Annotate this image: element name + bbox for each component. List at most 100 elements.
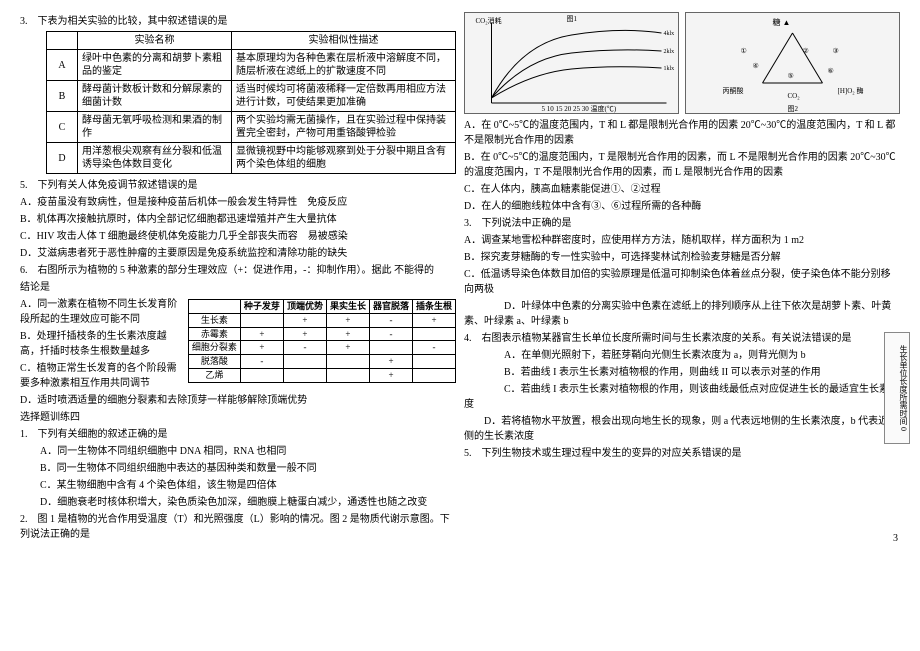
r-q3-opt-c: C．低温诱导染色体数目加倍的实验原理是低温可抑制染色体着丝点分裂，使子染色体不能… xyxy=(464,267,900,297)
g2r4c5 xyxy=(412,368,455,382)
svg-text:⑤: ⑤ xyxy=(788,72,794,80)
chart-1: CO₂消耗 4klx 2klx 1klx 5 10 15 20 25 30 温度… xyxy=(464,12,679,114)
r-q3-opt-b: B．探究麦芽糖酶的专一性实验中，可选择斐林试剂检验麦芽糖是否分解 xyxy=(464,250,900,265)
g2r2c3: + xyxy=(326,341,369,355)
set4-title: 选择题训练四 xyxy=(20,410,456,425)
r-q3-stem: 3. 下列说法中正确的是 xyxy=(464,216,900,231)
chart1-ylabel: CO₂消耗 xyxy=(476,16,502,25)
g2-h5: 插条生根 xyxy=(412,300,455,314)
g2-h4: 器官脱落 xyxy=(369,300,412,314)
row-a-name: 绿叶中色素的分离和胡萝卜素粗品的鉴定 xyxy=(78,50,232,81)
g2r4c3 xyxy=(326,368,369,382)
svg-text:③: ③ xyxy=(833,47,839,55)
g2-h3: 果实生长 xyxy=(326,300,369,314)
th-blank xyxy=(47,32,78,50)
g2r1c3: + xyxy=(326,327,369,341)
s4q1-opt-d: D．细胞衰老时核体积增大，染色质染色加深，细胞膜上糖蛋白减少，通透性也随之改变 xyxy=(40,495,456,510)
g2r2c2: - xyxy=(283,341,326,355)
q5-opt-c: C．HIV 攻击人体 T 细胞最终使机体免疫能力几乎全部丧失而容 易被感染 xyxy=(20,229,456,244)
hormone-table: 种子发芽 顶端优势 果实生长 器官脱落 插条生根 生长素++-+ 赤霉素+++-… xyxy=(188,299,456,383)
row-a-desc: 基本原理均为各种色素在层析液中溶解度不同，随层析液在滤纸上的扩散速度不同 xyxy=(232,50,456,81)
row-b-key: B xyxy=(47,81,78,112)
row-b-desc: 适当时候均可将菌液稀释一定倍数再用相应方法进行计数，可使结果更加准确 xyxy=(232,81,456,112)
g2r1c2: + xyxy=(283,327,326,341)
s4q1-opt-c: C．某生物细胞中含有 4 个染色体组，该生物是四倍体 xyxy=(40,478,456,493)
r-q4-opt-c: C．若曲线 I 表示生长素对植物根的作用，则该曲线最低点对应促进生长的最适宜生长… xyxy=(464,382,900,412)
svg-text:丙酮酸: 丙酮酸 xyxy=(723,86,744,95)
g2-h2: 顶端优势 xyxy=(283,300,326,314)
chart-2: 糖 ▲ ① ② ③ ④ ⑤ ⑥ 丙酮酸 CO₂ [H]O₂ 酶 图2 xyxy=(685,12,900,114)
g2r3c4: + xyxy=(369,355,412,369)
g2r1c1: + xyxy=(240,327,283,341)
page-number: 3 xyxy=(893,533,898,544)
q6-stem: 6. 右图所示为植物的 5 种激素的部分生理效应（+：促进作用，-：抑制作用）。… xyxy=(20,263,456,278)
svg-text:④: ④ xyxy=(753,62,759,70)
r-q4-opt-a: A．在单侧光照射下，若胚芽鞘向光侧生长素浓度为 a，则背光侧为 b xyxy=(464,348,900,363)
g2r3c0: 脱落酸 xyxy=(188,355,240,369)
r-q2-opt-b: B．在 0℃~5℃的温度范围内，T 是限制光合作用的因素，而 L 不是限制光合作… xyxy=(464,150,900,180)
r-q2-opt-d: D．在人的细胞线粒体中含有③、⑥过程所需的各种酶 xyxy=(464,199,900,214)
r-q4-stem: 4. 右图表示植物某器官生长单位长度所需时间与生长素浓度的关系。有关说法错误的是 xyxy=(464,331,900,346)
r-q2-opt-c: C．在人体内，胰高血糖素能促进①、②过程 xyxy=(464,182,900,197)
q5-stem: 5. 下列有关人体免疫调节叙述错误的是 xyxy=(20,178,456,193)
g2r4c4: + xyxy=(369,368,412,382)
q6-opt-d: D．适时喷洒适量的细胞分裂素和去除顶芽一样能够解除顶端优势 xyxy=(20,393,456,408)
r-q2-opt-a: A．在 0℃~5℃的温度范围内，T 和 L 都是限制光合作用的因素 20℃~30… xyxy=(464,118,900,148)
th-desc: 实验相似性描述 xyxy=(232,32,456,50)
r-q4-opt-d: D．若将植物水平放置，根会出现向地生长的现象，则 a 代表远地侧的生长素浓度，b… xyxy=(464,414,900,444)
g2r2c5: - xyxy=(412,341,455,355)
svg-text:⑥: ⑥ xyxy=(828,67,834,75)
g2r0c2: + xyxy=(283,313,326,327)
g2r4c1 xyxy=(240,368,283,382)
q6-cont: 结论是 xyxy=(20,280,456,295)
row-c-name: 酵母菌无氧呼吸检测和果酒的制作 xyxy=(78,112,232,143)
chart1-xticks: 5 10 15 20 25 30 温度(℃) xyxy=(542,104,617,113)
g2r2c1: + xyxy=(240,341,283,355)
svg-text:②: ② xyxy=(803,47,809,55)
g2r4c0: 乙烯 xyxy=(188,368,240,382)
s4q2-stem: 2. 图 1 是植物的光合作用受温度（T）和光照强度（L）影响的情况。图 2 是… xyxy=(20,512,456,542)
q5-opt-b: B．机体再次接触抗原时，体内全部记忆细胞都迅速增殖并产生大量抗体 xyxy=(20,212,456,227)
experiment-table: 实验名称 实验相似性描述 A 绿叶中色素的分离和胡萝卜素粗品的鉴定 基本原理均为… xyxy=(46,31,456,174)
q5-opt-a: A．疫苗虽没有致病性，但是接种疫苗后机体一般会发生特异性 免疫反应 xyxy=(20,195,456,210)
row-b-name: 酵母菌计数板计数和分解尿素的细菌计数 xyxy=(78,81,232,112)
th-name: 实验名称 xyxy=(78,32,232,50)
svg-text:图1: 图1 xyxy=(567,15,578,23)
g2r4c2 xyxy=(283,368,326,382)
svg-text:图2: 图2 xyxy=(788,105,799,113)
svg-text:CO₂: CO₂ xyxy=(788,92,801,100)
chart2-top: 糖 ▲ xyxy=(773,17,791,27)
g2r0c5: + xyxy=(412,313,455,327)
svg-text:1klx: 1klx xyxy=(664,66,675,72)
g2r1c5 xyxy=(412,327,455,341)
row-d-name: 用洋葱根尖观察有丝分裂和低温诱导染色体数目变化 xyxy=(78,143,232,174)
svg-text:①: ① xyxy=(741,47,747,55)
svg-text:2klx: 2klx xyxy=(664,49,675,55)
g2r0c4: - xyxy=(369,313,412,327)
s4q1-stem: 1. 下列有关细胞的叙述正确的是 xyxy=(20,427,456,442)
svg-text:4klx: 4klx xyxy=(664,31,675,37)
g2r3c3 xyxy=(326,355,369,369)
g2-h0 xyxy=(188,300,240,314)
row-d-desc: 显微镜视野中均能够观察到处于分裂中期且含有两个染色体组的细胞 xyxy=(232,143,456,174)
g2r0c1 xyxy=(240,313,283,327)
s4q1-opt-a: A．同一生物体不同组织细胞中 DNA 相同，RNA 也相同 xyxy=(40,444,456,459)
row-c-key: C xyxy=(47,112,78,143)
r-q5-stem: 5. 下列生物技术或生理过程中发生的变异的对应关系错误的是 xyxy=(464,446,900,461)
g2r0c0: 生长素 xyxy=(188,313,240,327)
r-q4-opt-b: B．若曲线 I 表示生长素对植物根的作用，则曲线 II 可以表示对茎的作用 xyxy=(464,365,900,380)
g2-h1: 种子发芽 xyxy=(240,300,283,314)
g2r2c0: 细胞分裂素 xyxy=(188,341,240,355)
g2r0c3: + xyxy=(326,313,369,327)
q5-opt-d: D．艾滋病患者死于恶性肿瘤的主要原因是免疫系统监控和清除功能的缺失 xyxy=(20,246,456,261)
row-a-key: A xyxy=(47,50,78,81)
s4q1-opt-b: B．同一生物体不同组织细胞中表达的基因种类和数量一般不同 xyxy=(40,461,456,476)
g2r2c4 xyxy=(369,341,412,355)
r-q3-opt-a: A．调查某地雪松种群密度时，应使用样方方法，随机取样，样方面积为 1 m2 xyxy=(464,233,900,248)
g2r3c5 xyxy=(412,355,455,369)
row-c-desc: 两个实验均需无菌操作，且在实验过程中保持装置完全密封，产物可用重铬酸钾检验 xyxy=(232,112,456,143)
g2r1c0: 赤霉素 xyxy=(188,327,240,341)
g2r3c1: - xyxy=(240,355,283,369)
g2r3c2 xyxy=(283,355,326,369)
side-curve-figure: 生长单位长度所需时间 0 xyxy=(884,332,910,444)
